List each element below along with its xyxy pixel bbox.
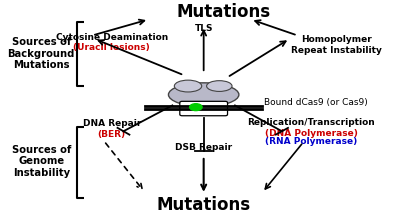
FancyBboxPatch shape <box>180 101 228 116</box>
Text: Mutations: Mutations <box>157 196 251 215</box>
Text: Replication/Transcription: Replication/Transcription <box>247 118 375 127</box>
Text: Cytosine Deamination: Cytosine Deamination <box>56 33 168 42</box>
Ellipse shape <box>174 80 202 92</box>
Ellipse shape <box>168 83 239 107</box>
Circle shape <box>190 104 202 111</box>
Text: Sources of
Background
Mutations: Sources of Background Mutations <box>8 37 75 70</box>
Text: Sources of
Genome
Instability: Sources of Genome Instability <box>12 145 71 178</box>
Text: (RNA Polymerase): (RNA Polymerase) <box>265 137 357 146</box>
Text: Mutations: Mutations <box>176 3 270 21</box>
Text: DSB Repair: DSB Repair <box>175 143 232 152</box>
Text: Homopolymer
Repeat Instability: Homopolymer Repeat Instability <box>291 36 382 55</box>
Text: TLS: TLS <box>194 24 213 33</box>
Text: (Uracil lesions): (Uracil lesions) <box>73 43 150 53</box>
Text: DNA Repair: DNA Repair <box>82 119 141 128</box>
Text: Bound dCas9 (or Cas9): Bound dCas9 (or Cas9) <box>264 98 368 107</box>
Text: (DNA Polymerase): (DNA Polymerase) <box>265 129 358 138</box>
Ellipse shape <box>207 81 232 91</box>
Text: (BER): (BER) <box>98 129 126 138</box>
